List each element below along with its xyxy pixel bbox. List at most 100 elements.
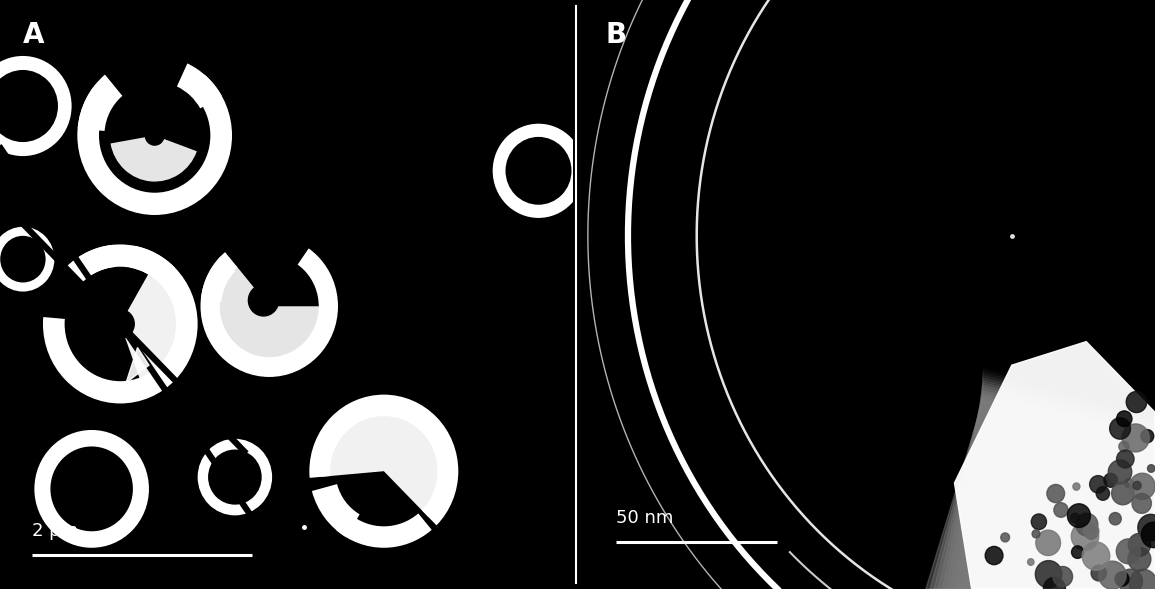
- Polygon shape: [962, 378, 1155, 589]
- Polygon shape: [951, 385, 1155, 589]
- Circle shape: [1116, 539, 1140, 564]
- Polygon shape: [946, 388, 1155, 589]
- Circle shape: [1118, 569, 1142, 589]
- Circle shape: [1087, 530, 1096, 540]
- Text: 2 μm: 2 μm: [31, 522, 77, 540]
- Circle shape: [1130, 570, 1155, 589]
- Circle shape: [1072, 546, 1083, 558]
- Circle shape: [985, 547, 1003, 565]
- Wedge shape: [321, 406, 447, 517]
- Circle shape: [1109, 460, 1132, 484]
- Wedge shape: [111, 137, 196, 181]
- Circle shape: [0, 236, 45, 283]
- Circle shape: [310, 395, 459, 548]
- Circle shape: [1098, 561, 1126, 589]
- Circle shape: [1033, 530, 1040, 538]
- Polygon shape: [971, 373, 1155, 589]
- Wedge shape: [217, 266, 321, 359]
- Circle shape: [1122, 424, 1149, 452]
- Circle shape: [1111, 482, 1134, 505]
- Polygon shape: [926, 401, 1155, 589]
- Circle shape: [1053, 567, 1073, 587]
- Circle shape: [0, 70, 58, 142]
- Circle shape: [1096, 487, 1110, 500]
- Circle shape: [1046, 484, 1065, 502]
- Wedge shape: [77, 75, 122, 131]
- Circle shape: [1091, 565, 1106, 581]
- Circle shape: [1119, 441, 1128, 452]
- Circle shape: [51, 446, 133, 531]
- Polygon shape: [942, 391, 1155, 589]
- Circle shape: [1083, 523, 1098, 539]
- Circle shape: [208, 449, 262, 505]
- Polygon shape: [954, 342, 1155, 589]
- Wedge shape: [336, 514, 432, 548]
- Polygon shape: [930, 398, 1155, 589]
- Wedge shape: [131, 246, 176, 283]
- Circle shape: [106, 310, 134, 338]
- Circle shape: [1110, 418, 1131, 439]
- Text: A: A: [23, 21, 44, 49]
- Circle shape: [219, 256, 319, 357]
- Circle shape: [1104, 474, 1117, 487]
- Circle shape: [1117, 450, 1134, 468]
- Polygon shape: [126, 348, 149, 383]
- Circle shape: [1031, 514, 1046, 530]
- Wedge shape: [38, 263, 120, 324]
- Text: 50 nm: 50 nm: [617, 509, 673, 527]
- Circle shape: [1072, 522, 1098, 551]
- Wedge shape: [201, 256, 236, 302]
- Circle shape: [1043, 577, 1065, 589]
- Circle shape: [201, 236, 338, 377]
- Circle shape: [1035, 561, 1061, 588]
- Circle shape: [1000, 533, 1009, 542]
- Circle shape: [1128, 534, 1150, 556]
- Polygon shape: [975, 370, 1155, 589]
- Polygon shape: [954, 383, 1155, 589]
- Polygon shape: [934, 395, 1155, 589]
- Circle shape: [1130, 473, 1155, 499]
- Circle shape: [99, 78, 210, 193]
- Circle shape: [1071, 513, 1080, 523]
- Circle shape: [1128, 547, 1150, 571]
- Circle shape: [35, 430, 149, 548]
- Circle shape: [1117, 411, 1132, 426]
- Circle shape: [1089, 475, 1106, 493]
- Circle shape: [493, 124, 584, 218]
- Wedge shape: [222, 230, 312, 306]
- Polygon shape: [967, 375, 1155, 589]
- Circle shape: [1126, 392, 1147, 412]
- Wedge shape: [66, 245, 116, 283]
- Circle shape: [1109, 512, 1122, 525]
- Wedge shape: [312, 484, 359, 538]
- Circle shape: [506, 137, 572, 205]
- Circle shape: [1075, 513, 1098, 536]
- Wedge shape: [177, 64, 222, 108]
- Circle shape: [1053, 502, 1068, 517]
- Circle shape: [0, 56, 72, 156]
- Wedge shape: [91, 50, 208, 135]
- Circle shape: [1036, 530, 1060, 555]
- Circle shape: [1067, 504, 1090, 527]
- Circle shape: [198, 439, 273, 515]
- Circle shape: [330, 416, 438, 527]
- Wedge shape: [120, 263, 188, 390]
- Polygon shape: [938, 393, 1155, 589]
- Circle shape: [1028, 559, 1034, 565]
- Circle shape: [1141, 429, 1154, 443]
- Circle shape: [1082, 542, 1110, 570]
- Text: B: B: [605, 21, 626, 49]
- Circle shape: [1133, 481, 1141, 489]
- Circle shape: [1073, 483, 1080, 490]
- Circle shape: [1148, 465, 1155, 472]
- Circle shape: [1125, 479, 1133, 488]
- Circle shape: [1141, 522, 1155, 548]
- Circle shape: [1132, 494, 1152, 514]
- Circle shape: [65, 267, 176, 381]
- Circle shape: [43, 244, 198, 403]
- Wedge shape: [304, 471, 440, 554]
- Circle shape: [1115, 572, 1128, 586]
- Circle shape: [1138, 514, 1155, 541]
- Polygon shape: [959, 380, 1155, 589]
- Circle shape: [0, 227, 54, 292]
